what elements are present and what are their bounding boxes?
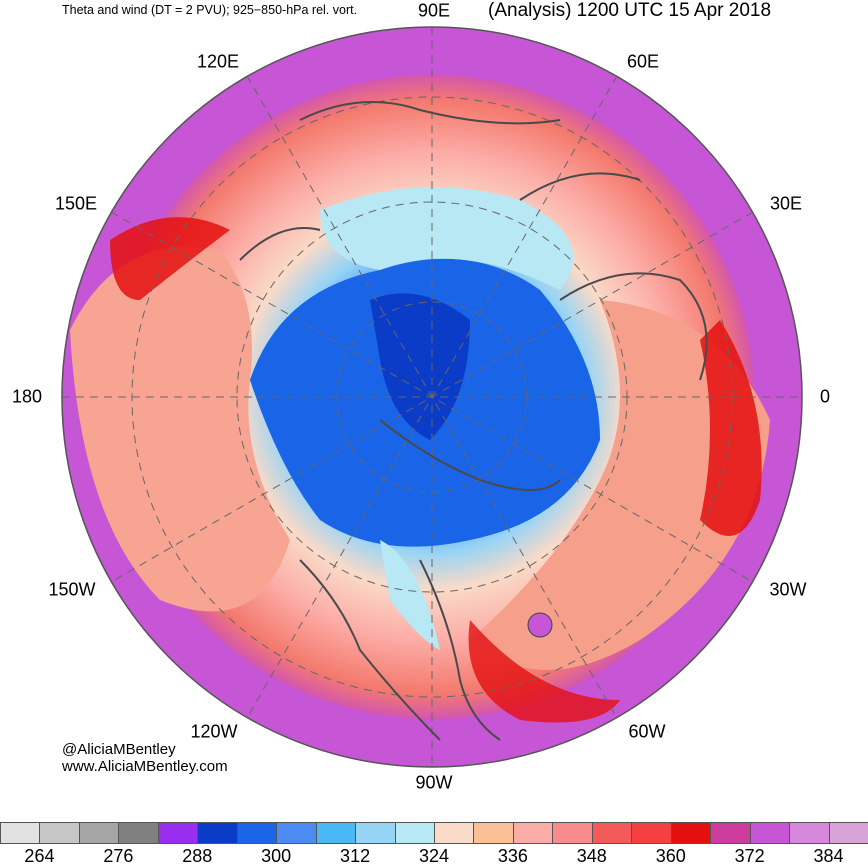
lon-150w: 150W xyxy=(48,579,96,600)
colorbar-label: 276 xyxy=(103,846,134,866)
credit-handle: @AliciaMBentley xyxy=(62,741,176,758)
lon-90w: 90W xyxy=(415,772,453,793)
pacific-warm-region xyxy=(70,246,290,612)
atlantic-red-arc xyxy=(468,620,620,723)
colorbar-swatch xyxy=(434,822,475,844)
colorbar-swatch xyxy=(355,822,396,844)
lon-30w: 30W xyxy=(769,579,807,600)
colorbar-swatch xyxy=(0,822,41,844)
colorbar-swatch xyxy=(39,822,80,844)
colorbar-swatch xyxy=(591,822,633,844)
title-right: (Analysis) 1200 UTC 15 Apr 2018 xyxy=(488,0,772,21)
colorbar-swatch xyxy=(749,822,791,844)
lon-180: 180 xyxy=(11,386,43,407)
cold-core-deep xyxy=(370,293,470,440)
atlantic-low xyxy=(527,612,553,638)
colorbar-swatch xyxy=(78,822,120,844)
coastlines xyxy=(239,101,708,741)
colorbar-label: 324 xyxy=(418,846,450,866)
colorbar-swatch xyxy=(473,822,514,844)
colorbar-swatch xyxy=(552,822,593,844)
lon-120e: 120E xyxy=(196,51,240,72)
colorbar-label: 288 xyxy=(182,846,213,866)
colorbar-swatch xyxy=(828,822,868,844)
lon-0: 0 xyxy=(819,386,831,407)
colorbar-label: 264 xyxy=(24,846,55,866)
colorbar-swatch xyxy=(157,822,199,844)
colorbar-swatch xyxy=(670,822,712,844)
colorbar: 264 276 288 300 312 324 336 348 360 372 384 xyxy=(0,822,868,866)
colorbar-swatch xyxy=(197,822,238,844)
lon-30e: 30E xyxy=(769,193,803,214)
lon-150e: 150E xyxy=(54,193,98,214)
map-border xyxy=(61,26,803,768)
meridians xyxy=(62,27,802,767)
atlantic-warm-region xyxy=(470,300,770,670)
colorbar-label: 336 xyxy=(497,846,528,866)
colorbar-swatch xyxy=(394,822,435,844)
na-cool-tongue xyxy=(380,540,440,650)
credit-website: www.AliciaMBentley.com xyxy=(62,758,228,775)
colorbar-swatch xyxy=(315,822,357,844)
pacific-hot-streak xyxy=(110,217,230,300)
lon-60e: 60E xyxy=(626,51,660,72)
lon-90e: 90E xyxy=(417,0,451,21)
colorbar-swatch xyxy=(236,822,278,844)
colorbar-swatch xyxy=(710,822,751,844)
cool-ring-top xyxy=(320,187,574,290)
title-left: Theta and wind (DT = 2 PVU); 925−850-hPa… xyxy=(62,3,358,17)
colorbar-label: 360 xyxy=(655,846,686,866)
polar-map xyxy=(61,26,803,768)
colorbar-label: 384 xyxy=(813,846,844,866)
colorbar-swatch xyxy=(631,822,672,844)
colorbar-swatch xyxy=(512,822,554,844)
colorbar-label: 312 xyxy=(340,846,371,866)
colorbar-label: 300 xyxy=(261,846,292,866)
lon-60w: 60W xyxy=(628,721,666,742)
colorbar-swatch xyxy=(276,822,317,844)
lon-120w: 120W xyxy=(190,721,238,742)
colorbar-swatch xyxy=(118,822,159,844)
colorbar-label: 372 xyxy=(734,846,765,866)
colorbar-label: 348 xyxy=(576,846,607,866)
colorbar-swatch xyxy=(789,822,830,844)
